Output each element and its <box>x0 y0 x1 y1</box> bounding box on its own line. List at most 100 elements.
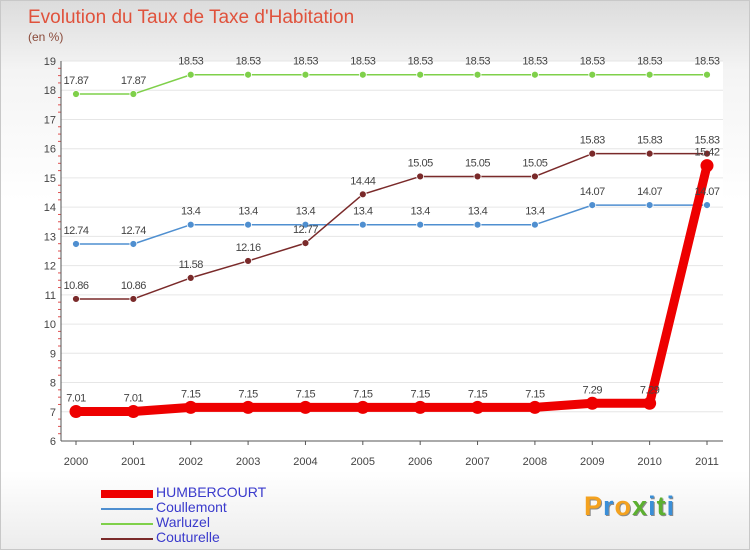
x-tick-label: 2005 <box>351 456 375 468</box>
legend-item: HUMBERCOURT <box>101 484 321 501</box>
y-tick-label: 16 <box>44 144 56 156</box>
data-point <box>643 396 657 410</box>
data-point <box>645 201 654 210</box>
data-point <box>528 400 542 414</box>
data-point <box>588 201 597 210</box>
data-label: 13.4 <box>181 206 201 218</box>
data-point <box>471 400 485 414</box>
data-point <box>416 70 425 79</box>
data-label: 13.4 <box>238 206 258 218</box>
data-point <box>72 295 80 303</box>
data-label: 10.86 <box>63 280 88 292</box>
x-tick-label: 2006 <box>408 456 432 468</box>
y-tick-label: 17 <box>44 114 56 126</box>
data-point <box>588 70 597 79</box>
y-tick-label: 12 <box>44 261 56 273</box>
data-label: 14.07 <box>694 186 719 198</box>
legend-swatch <box>101 523 153 525</box>
data-point <box>645 149 654 158</box>
y-tick-label: 11 <box>45 290 56 302</box>
series-line-couturelle <box>75 152 708 300</box>
data-label: 12.74 <box>121 225 146 237</box>
data-label: 7.29 <box>640 384 660 396</box>
data-point <box>473 172 482 181</box>
data-label: 13.4 <box>410 206 430 218</box>
data-point <box>703 70 711 79</box>
y-tick-label: 13 <box>44 231 56 243</box>
x-tick-label: 2003 <box>236 456 260 468</box>
legend-swatch <box>101 490 153 498</box>
proxiti-logo: Proxiti <box>584 491 676 521</box>
data-label: 15.05 <box>465 157 490 169</box>
data-point <box>186 70 195 79</box>
data-label: 18.53 <box>522 56 547 68</box>
chart-subtitle: (en %) <box>28 30 64 44</box>
data-label: 17.87 <box>63 75 88 87</box>
data-point <box>126 404 140 418</box>
x-tick-label: 2008 <box>523 456 547 468</box>
data-label: 18.53 <box>465 56 490 68</box>
data-point <box>69 404 83 418</box>
data-point <box>645 70 654 79</box>
data-point <box>416 220 425 229</box>
legend-label: Warluzel <box>156 514 210 530</box>
data-label: 13.4 <box>353 206 373 218</box>
y-tick-label: 7 <box>50 407 56 419</box>
data-label: 7.01 <box>66 392 86 404</box>
legend-label: HUMBERCOURT <box>156 484 267 500</box>
data-label: 7.15 <box>410 388 430 400</box>
series-line-coullemont <box>75 204 708 245</box>
data-label: 12.74 <box>63 225 88 237</box>
x-tick-label: 2001 <box>121 456 145 468</box>
x-tick-label: 2010 <box>637 456 661 468</box>
data-point <box>473 220 482 229</box>
data-label: 15.83 <box>694 135 719 147</box>
data-point <box>184 400 198 414</box>
data-label: 18.53 <box>178 56 203 68</box>
data-point <box>531 172 539 181</box>
data-point <box>72 240 80 248</box>
data-label: 11.58 <box>179 259 204 271</box>
data-label: 7.15 <box>353 388 373 400</box>
data-label: 18.53 <box>293 56 318 68</box>
data-label: 7.29 <box>583 384 603 396</box>
data-label: 18.53 <box>637 56 662 68</box>
data-label: 15.42 <box>694 147 719 159</box>
data-point <box>186 273 195 282</box>
data-point <box>473 70 482 79</box>
legend-swatch <box>101 538 153 540</box>
data-point <box>531 70 539 79</box>
data-label: 7.15 <box>238 388 258 400</box>
data-label: 14.07 <box>637 186 662 198</box>
y-tick-label: 14 <box>44 202 56 214</box>
data-point <box>358 220 367 229</box>
data-label: 18.53 <box>694 56 719 68</box>
data-label: 12.16 <box>236 242 261 254</box>
data-point <box>301 220 310 229</box>
data-point <box>244 220 252 229</box>
legend-swatch <box>101 508 153 510</box>
x-tick-label: 2002 <box>178 456 202 468</box>
data-label: 7.15 <box>181 388 201 400</box>
data-point <box>416 172 425 181</box>
data-label: 15.83 <box>580 135 605 147</box>
legend-label: Coullemont <box>156 499 227 515</box>
data-point <box>700 159 714 173</box>
y-tick-label: 19 <box>44 56 56 68</box>
data-label: 18.53 <box>408 56 433 68</box>
data-point <box>129 240 138 248</box>
data-label: 13.4 <box>468 206 488 218</box>
data-point <box>413 400 427 414</box>
data-point <box>358 190 367 199</box>
y-tick-label: 15 <box>44 173 56 185</box>
data-point <box>301 70 310 79</box>
data-point <box>244 257 252 265</box>
data-label: 17.87 <box>121 75 146 87</box>
data-point <box>129 90 138 98</box>
plot-area <box>61 61 723 441</box>
data-label: 15.05 <box>522 157 547 169</box>
y-tick-label: 6 <box>50 436 56 448</box>
x-tick-label: 2004 <box>293 456 317 468</box>
data-point <box>588 149 597 158</box>
